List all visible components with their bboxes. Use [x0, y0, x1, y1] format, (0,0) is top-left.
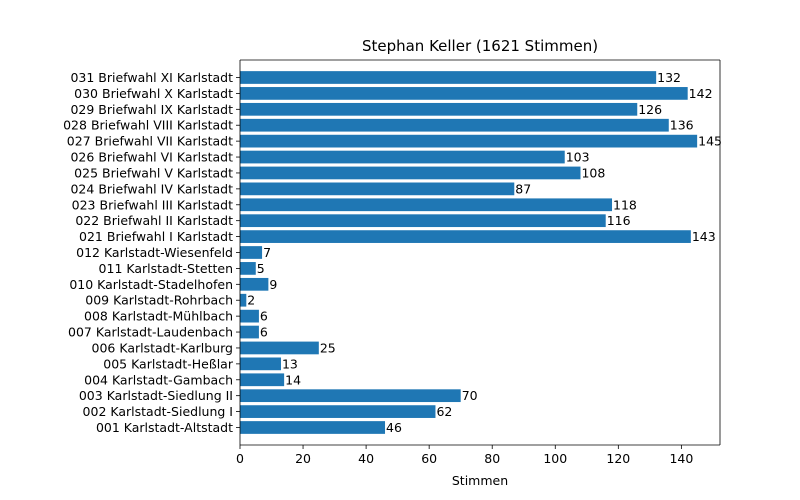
bars-group: 4662701413256629571431161188710810314513… — [240, 70, 722, 435]
category-label: 005 Karlstadt-Heßlar — [103, 356, 234, 371]
bar — [240, 357, 281, 371]
data-label: 70 — [462, 388, 478, 403]
data-label: 62 — [436, 404, 452, 419]
data-label: 5 — [257, 261, 265, 276]
category-label: 008 Karlstadt-Mühlbach — [84, 309, 233, 324]
bar — [240, 87, 688, 100]
data-label: 46 — [386, 420, 402, 435]
data-label: 87 — [515, 181, 531, 196]
x-tick-label: 140 — [669, 451, 693, 466]
data-label: 13 — [282, 356, 298, 371]
bar — [240, 166, 581, 180]
category-label: 006 Karlstadt-Karlburg — [92, 340, 233, 355]
data-label: 9 — [269, 277, 277, 292]
x-tick-label: 100 — [543, 451, 567, 466]
category-label: 002 Karlstadt-Siedlung I — [83, 404, 233, 419]
bar — [240, 277, 269, 291]
data-label: 145 — [698, 134, 722, 149]
category-label: 010 Karlstadt-Stadelhofen — [69, 277, 233, 292]
bar — [240, 118, 669, 132]
data-label: 136 — [670, 118, 694, 133]
bar — [240, 198, 613, 212]
category-label: 024 Briefwahl IV Karlstadt — [70, 181, 233, 196]
data-label: 142 — [689, 86, 713, 101]
bar — [240, 325, 259, 339]
data-label: 6 — [260, 309, 268, 324]
data-label: 6 — [260, 325, 268, 340]
data-label: 108 — [581, 165, 605, 180]
data-label: 143 — [692, 229, 716, 244]
bar — [240, 182, 515, 196]
x-tick-label: 60 — [421, 451, 437, 466]
x-tick-label: 120 — [606, 451, 630, 466]
data-label: 126 — [638, 102, 662, 117]
category-label: 025 Briefwahl V Karlstadt — [74, 165, 233, 180]
bar — [240, 389, 461, 403]
bar — [240, 405, 436, 418]
category-label: 026 Briefwahl VI Karlstadt — [70, 150, 233, 165]
data-label: 103 — [566, 150, 590, 165]
bar — [240, 246, 263, 259]
category-label: 023 Briefwahl III Karlstadt — [72, 197, 233, 212]
category-label: 021 Briefwahl I Karlstadt — [79, 229, 233, 244]
category-label: 012 Karlstadt-Wiesenfeld — [76, 245, 233, 260]
category-label: 011 Karlstadt-Stetten — [99, 261, 233, 276]
data-label: 25 — [320, 340, 336, 355]
category-label: 028 Briefwahl VIII Karlstadt — [63, 118, 233, 133]
data-label: 2 — [247, 293, 255, 308]
bar — [240, 341, 319, 355]
category-label: 029 Briefwahl IX Karlstadt — [70, 102, 233, 117]
bar — [240, 71, 657, 84]
bar — [240, 293, 247, 307]
bar — [240, 373, 285, 387]
bar — [240, 421, 386, 434]
data-label: 118 — [613, 197, 637, 212]
data-label: 116 — [607, 213, 631, 228]
category-label: 001 Karlstadt-Altstadt — [96, 420, 233, 435]
bar — [240, 214, 606, 228]
x-tick-label: 20 — [295, 451, 311, 466]
category-label: 007 Karlstadt-Laudenbach — [68, 325, 233, 340]
x-tick-label: 40 — [358, 451, 374, 466]
data-label: 132 — [657, 70, 681, 85]
bar — [240, 262, 256, 275]
category-label: 003 Karlstadt-Siedlung II — [79, 388, 233, 403]
category-label: 030 Briefwahl X Karlstadt — [74, 86, 233, 101]
category-label: 009 Karlstadt-Rohrbach — [85, 293, 233, 308]
bar — [240, 150, 565, 164]
chart-title: Stephan Keller (1621 Stimmen) — [362, 37, 598, 55]
bar — [240, 230, 691, 243]
bar — [240, 102, 638, 116]
x-axis-title: Stimmen — [452, 473, 508, 488]
category-label: 027 Briefwahl VII Karlstadt — [67, 134, 233, 149]
x-tick-label: 0 — [236, 451, 244, 466]
data-label: 7 — [263, 245, 271, 260]
category-label: 004 Karlstadt-Gambach — [84, 372, 233, 387]
x-tick-label: 80 — [484, 451, 500, 466]
category-label: 031 Briefwahl XI Karlstadt — [70, 70, 233, 85]
bar — [240, 309, 259, 323]
bar — [240, 134, 698, 148]
category-label: 022 Briefwahl II Karlstadt — [75, 213, 233, 228]
data-label: 14 — [285, 372, 301, 387]
